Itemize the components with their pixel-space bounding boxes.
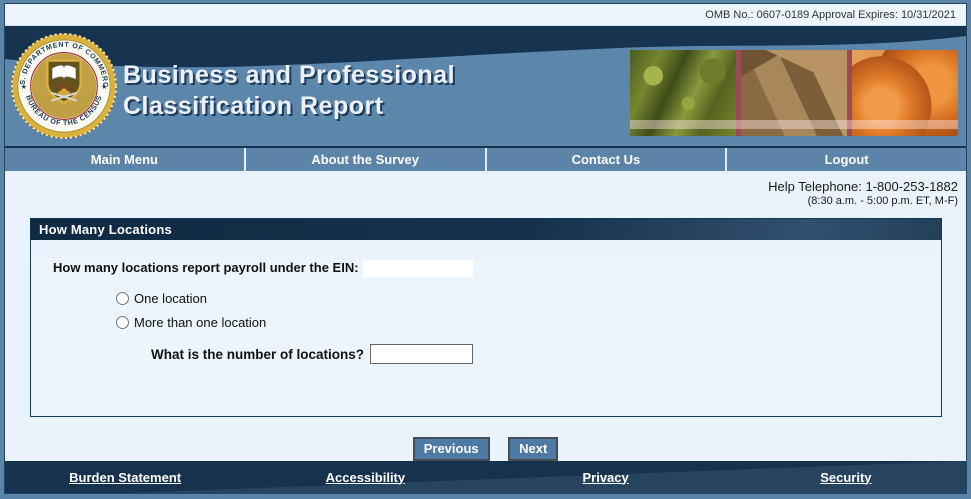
header-banner: U.S. DEPARTMENT OF COMMERCE BUREAU OF TH…	[5, 26, 966, 146]
locations-count-row: What is the number of locations?	[151, 344, 941, 365]
footer-link-burden-statement[interactable]: Burden Statement	[69, 469, 182, 485]
previous-button[interactable]: Previous	[412, 437, 490, 461]
banner-wave-decoration	[5, 26, 966, 68]
nav-item-logout[interactable]: Logout	[824, 152, 869, 167]
footer-link-privacy[interactable]: Privacy	[582, 469, 629, 485]
navigation-buttons: Previous Next	[5, 437, 966, 461]
oranges-photo	[852, 50, 958, 136]
census-bureau-seal: U.S. DEPARTMENT OF COMMERCE BUREAU OF TH…	[11, 33, 117, 139]
omb-approval-text: OMB No.: 0607-0189 Approval Expires: 10/…	[705, 8, 956, 21]
nav-item-about-the-survey[interactable]: About the Survey	[246, 148, 487, 171]
nav-item-main-menu[interactable]: Main Menu	[5, 148, 246, 171]
ein-question-text: How many locations report payroll under …	[53, 260, 359, 275]
main-content: Help Telephone: 1-800-253-1882 (8:30 a.m…	[5, 171, 966, 461]
locations-count-input[interactable]	[370, 344, 474, 365]
cardboard-boxes-photo	[741, 50, 847, 136]
omb-bar: OMB No.: 0607-0189 Approval Expires: 10/…	[5, 4, 966, 26]
page-title-line1: Business and Professional	[123, 61, 456, 89]
panel-title: How Many Locations	[31, 219, 941, 240]
locations-count-question: What is the number of locations?	[151, 346, 365, 362]
photo-glare-strip	[630, 120, 958, 129]
page-title: Business and Professional Classification…	[123, 60, 455, 122]
help-hours-text: (8:30 a.m. - 5:00 p.m. ET, M-F)	[807, 195, 958, 207]
footer-link-accessibility[interactable]: Accessibility	[325, 469, 406, 485]
footer: Burden Statement Accessibility Privacy S…	[5, 461, 966, 493]
location-options: One location More than one location	[116, 291, 941, 330]
option-more-than-one-location[interactable]: More than one location	[116, 315, 941, 330]
ein-question-row: How many locations report payroll under …	[53, 260, 941, 278]
svg-text:★: ★	[21, 83, 27, 91]
nav-top-divider	[5, 146, 966, 148]
green-industrial-valves-photo	[630, 50, 736, 136]
help-telephone-block: Help Telephone: 1-800-253-1882 (8:30 a.m…	[5, 179, 958, 207]
panel-body: How many locations report payroll under …	[31, 260, 941, 416]
ein-value-box	[362, 260, 473, 278]
main-nav: Main Menu About the Survey Contact Us Lo…	[5, 148, 966, 171]
page-title-line2: Classification Report	[123, 92, 384, 120]
how-many-locations-panel: How Many Locations How many locations re…	[30, 218, 942, 417]
page-frame: OMB No.: 0607-0189 Approval Expires: 10/…	[4, 3, 967, 494]
more-than-one-location-label: More than one location	[134, 315, 267, 331]
one-location-label: One location	[134, 291, 207, 307]
nav-item-contact-us[interactable]: Contact Us	[487, 148, 728, 171]
banner-photo-strip	[630, 50, 958, 136]
more-than-one-location-radio[interactable]	[116, 316, 129, 330]
option-one-location[interactable]: One location	[116, 291, 941, 306]
svg-text:★: ★	[101, 83, 107, 91]
help-telephone-text: Help Telephone: 1-800-253-1882	[768, 179, 958, 194]
next-button[interactable]: Next	[508, 437, 559, 461]
one-location-radio[interactable]	[116, 292, 129, 306]
footer-link-security[interactable]: Security	[820, 469, 872, 485]
